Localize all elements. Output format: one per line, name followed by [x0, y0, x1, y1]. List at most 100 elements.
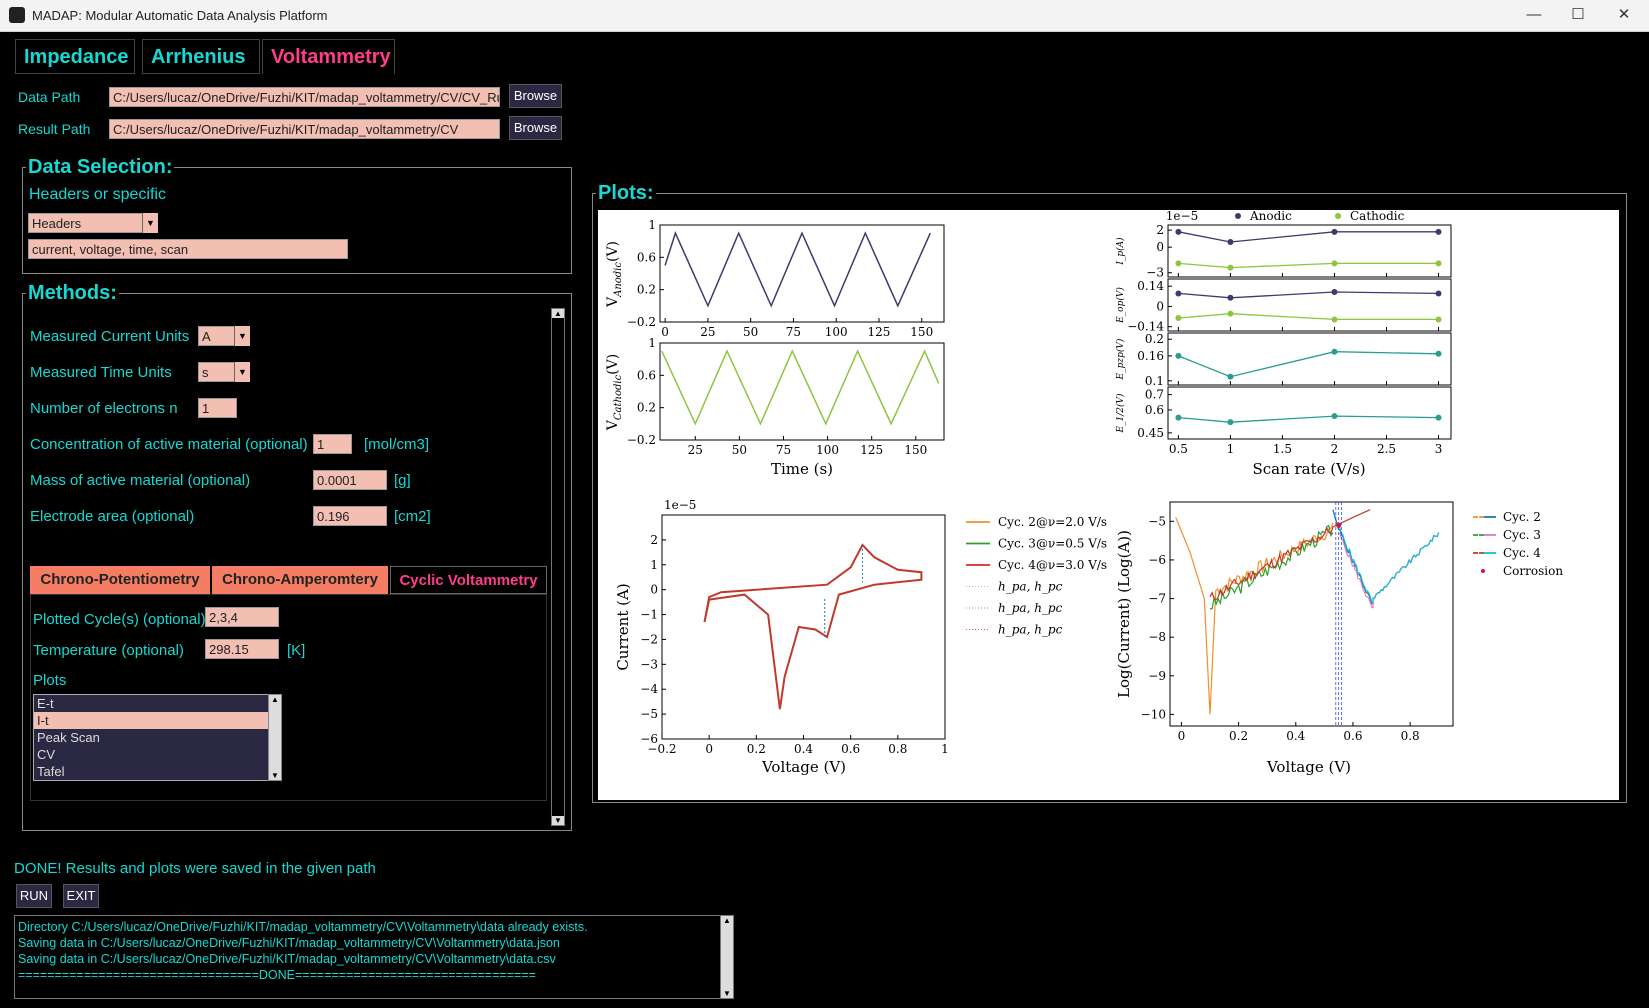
peak-point [1227, 239, 1234, 246]
methods-scrollbar[interactable]: ▲ ▼ [551, 308, 565, 826]
tab-voltammetry[interactable]: Voltammetry [262, 39, 395, 74]
plots-list-scrollbar[interactable]: ▲ ▼ [268, 694, 282, 781]
cv-legend-label: Cyc. 3@ν=0.5 V/s [998, 537, 1107, 551]
list-item[interactable]: CV [37, 747, 56, 762]
tab-chrono-amperometry[interactable]: Chrono-Amperomtery [212, 566, 388, 594]
scroll-down-icon[interactable]: ▼ [552, 816, 564, 825]
electrons-label: Number of electrons n [30, 400, 178, 417]
area-unit: [cm2] [394, 508, 431, 525]
peak-y-tick-label: 0.14 [1137, 279, 1164, 293]
list-item[interactable]: Peak Scan [37, 730, 100, 745]
peak-x-tick-label: 2.5 [1377, 442, 1396, 456]
cathodic-series-line [661, 349, 940, 426]
anodic-y-tick-label: 0.2 [637, 283, 656, 297]
tab-impedance[interactable]: Impedance [15, 39, 135, 74]
anodic-x-tick-label: 100 [825, 325, 848, 339]
mass-input[interactable]: 0.0001 [313, 470, 387, 490]
tafel-y-tick-label: −7 [1148, 592, 1166, 606]
tafel-cycle3-anodic-line [1209, 524, 1334, 610]
headers-select-value: Headers [32, 216, 82, 231]
peak-point [1227, 294, 1234, 301]
scroll-down-icon[interactable]: ▼ [271, 771, 279, 780]
scroll-up-icon[interactable]: ▲ [552, 309, 564, 318]
peak-y-tick-label: −0.14 [1127, 320, 1164, 334]
chevron-down-icon[interactable]: ▼ [142, 213, 158, 233]
scroll-down-icon[interactable]: ▼ [723, 989, 731, 998]
tab-chrono-potentiometry[interactable]: Chrono-Potentiometry [30, 566, 210, 594]
mass-label: Mass of active material (optional) [30, 472, 251, 489]
anodic-ylabel: VAnodic(V) [605, 241, 624, 308]
cv-y-tick-label: −2 [640, 632, 658, 646]
chevron-down-icon[interactable]: ▼ [234, 362, 250, 382]
cv-x-tick-label: 0.8 [888, 742, 907, 756]
chevron-down-icon[interactable]: ▼ [234, 326, 250, 346]
current-units-value: A [202, 329, 211, 344]
data-path-input[interactable]: C:/Users/lucaz/OneDrive/Fuzhi/KIT/madap_… [109, 87, 500, 107]
peak-panel-axes [1167, 386, 1452, 440]
peak-y-tick-label: 0.2 [1145, 332, 1164, 346]
log-console[interactable]: Directory C:/Users/lucaz/OneDrive/Fuzhi/… [14, 915, 734, 999]
list-item[interactable]: Tafel [37, 764, 65, 779]
tafel-cycle2-anodic-line [1175, 517, 1334, 715]
legend-anodic-label: Anodic [1249, 210, 1292, 223]
cv-y-tick-label: 1 [650, 558, 658, 572]
cv-legend-label: h_pa, h_pc [998, 580, 1063, 594]
electrons-input[interactable]: 1 [198, 398, 237, 418]
cv-y-tick-label: −1 [640, 608, 658, 622]
run-button[interactable]: RUN [16, 884, 52, 908]
anodic-axes [659, 224, 945, 323]
result-path-browse-button[interactable]: Browse [509, 116, 562, 140]
peak-point [1331, 348, 1338, 355]
plots-listbox[interactable]: E-t I-t Peak Scan CV Tafel [33, 694, 282, 781]
area-input[interactable]: 0.196 [313, 506, 387, 526]
conc-input[interactable]: 1 [313, 434, 352, 454]
peak-y-tick-label: 0.1 [1145, 374, 1164, 388]
headers-select[interactable]: Headers [28, 213, 158, 233]
data-path-browse-button[interactable]: Browse [509, 84, 562, 108]
current-units-label: Measured Current Units [30, 328, 190, 345]
anodic-y-tick-label: 1 [648, 218, 656, 232]
peak-point [1175, 352, 1182, 359]
peak-series-line [1178, 291, 1439, 299]
peak-point [1331, 260, 1338, 267]
conc-unit: [mol/cm3] [364, 436, 430, 453]
data-path-label: Data Path [18, 89, 81, 105]
result-path-input[interactable]: C:/Users/lucaz/OneDrive/Fuzhi/KIT/madap_… [109, 119, 500, 139]
cv-legend-label: Cyc. 4@ν=3.0 V/s [998, 558, 1107, 572]
peak-point [1175, 228, 1182, 235]
title-bar: MADAP: Modular Automatic Data Analysis P… [0, 0, 1649, 32]
cv-xlabel: Voltage (V) [761, 758, 846, 776]
peak-x-tick-label: 3 [1435, 442, 1443, 456]
scroll-up-icon[interactable]: ▲ [723, 916, 731, 925]
cv-y-tick-label: −6 [640, 732, 658, 746]
tab-cyclic-voltammetry[interactable]: Cyclic Voltammetry [390, 566, 547, 594]
tafel-y-tick-label: −8 [1148, 630, 1166, 644]
cathodic-x-tick-label: 75 [776, 443, 791, 457]
list-item-selected[interactable]: I-t [34, 712, 281, 729]
maximize-button[interactable]: ☐ [1571, 6, 1585, 23]
anodic-series-line [664, 230, 931, 308]
plots-label: Plots [33, 672, 67, 689]
cv-offset-label: 1e−5 [664, 498, 696, 512]
cv-x-tick-label: 1 [941, 742, 949, 756]
list-item[interactable]: E-t [37, 696, 54, 711]
cycles-input[interactable]: 2,3,4 [205, 607, 279, 627]
close-button[interactable]: ✕ [1617, 6, 1631, 23]
exit-button[interactable]: EXIT [63, 884, 99, 908]
peak-y-tick-label: 0 [1156, 299, 1164, 313]
tafel-legend-marker [1481, 569, 1485, 573]
tafel-legend-label: Corrosion [1503, 564, 1563, 578]
log-scrollbar[interactable]: ▲ ▼ [720, 915, 734, 999]
temperature-input[interactable]: 298.15 [205, 639, 279, 659]
peak-point [1227, 373, 1234, 380]
data-selection-title: Data Selection: [26, 156, 175, 179]
cathodic-x-tick-label: 125 [860, 443, 883, 457]
minimize-button[interactable]: — [1526, 6, 1542, 23]
peak-y-tick-label: 0.45 [1137, 426, 1164, 440]
data-selection-frame [22, 167, 572, 274]
tab-arrhenius[interactable]: Arrhenius [142, 39, 260, 74]
peak-point [1435, 316, 1442, 323]
cv-y-tick-label: 2 [650, 533, 658, 547]
headers-input[interactable]: current, voltage, time, scan [28, 239, 348, 259]
scroll-up-icon[interactable]: ▲ [271, 695, 279, 704]
